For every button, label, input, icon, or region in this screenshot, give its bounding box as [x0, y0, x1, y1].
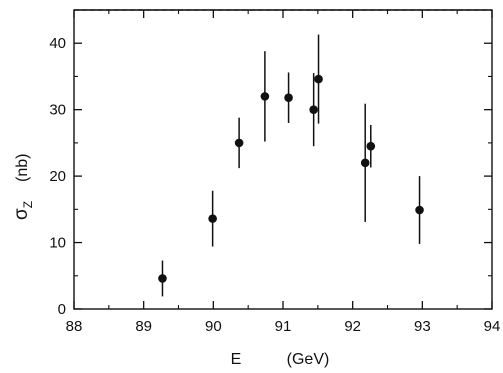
plot-border [73, 9, 493, 310]
plot-frame [73, 9, 493, 310]
data-point [208, 214, 217, 223]
data-point [366, 141, 376, 151]
x-axis-label: E [231, 351, 242, 368]
y-tick-label: 40 [49, 35, 66, 52]
data-point [360, 158, 370, 168]
x-tick-label: 94 [484, 318, 501, 335]
x-axis-unit: (GeV) [287, 351, 330, 368]
y-axis-label: σZ (nb) [11, 154, 35, 220]
y-axis-unit: (nb) [14, 154, 31, 182]
x-ticks: 88 89 90 91 92 93 94 [66, 10, 501, 335]
x-tick-label: 93 [414, 318, 431, 335]
x-tick-label: 91 [275, 318, 292, 335]
x-tick-label: 92 [344, 318, 361, 335]
y-tick-label: 30 [49, 102, 66, 119]
y-tick-label: 10 [49, 235, 66, 252]
y-axis-symbol: σ [11, 208, 32, 220]
data-point [158, 274, 167, 283]
x-tick-label: 90 [205, 318, 222, 335]
data-point [309, 105, 318, 114]
y-tick-label: 20 [49, 168, 66, 185]
data-point [284, 93, 293, 103]
y-ticks: 0 10 20 30 40 [49, 35, 492, 318]
data-point [234, 138, 244, 148]
x-tick-label: 89 [135, 318, 152, 335]
data-points [158, 34, 424, 297]
data-point [260, 92, 270, 101]
y-axis-subscript: Z [21, 201, 35, 208]
data-point [415, 205, 424, 215]
x-tick-label: 88 [66, 318, 83, 335]
data-point [314, 74, 323, 84]
y-tick-label: 0 [58, 301, 66, 318]
svg-text:σZ: σZ [11, 201, 35, 220]
